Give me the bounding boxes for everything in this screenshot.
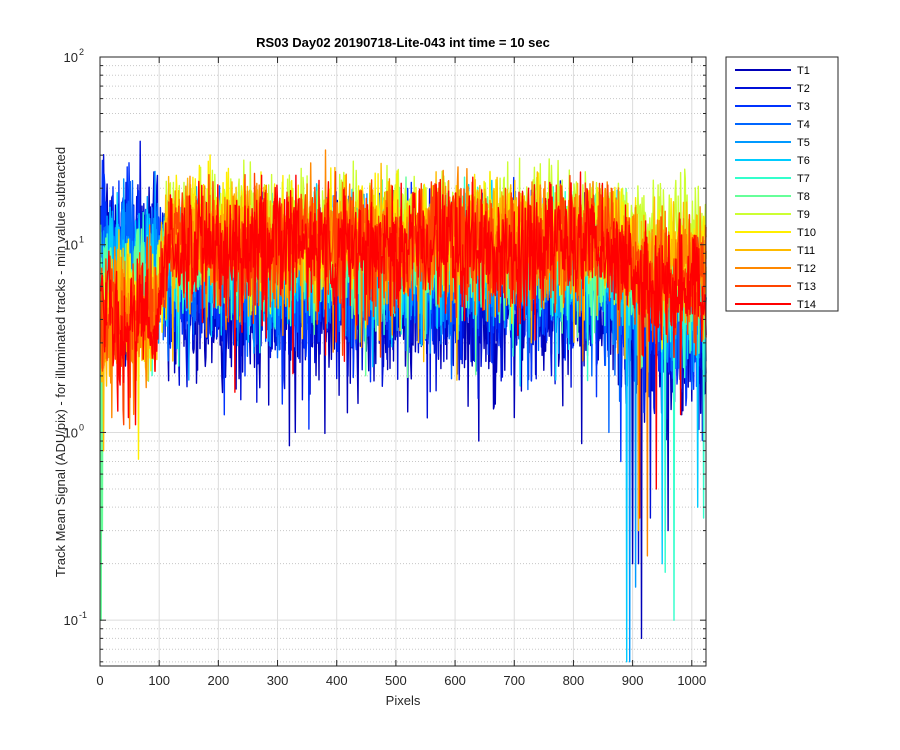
x-tick-label: 200	[208, 673, 230, 688]
y-tick-base: 10	[64, 50, 78, 65]
x-tick-label: 400	[326, 673, 348, 688]
legend-label-t7: T7	[797, 173, 810, 185]
y-tick-label: 10 2	[64, 47, 84, 65]
y-tick-base: 10	[64, 613, 78, 628]
y-tick-exponent: 0	[79, 422, 84, 432]
y-tick-label: 10 1	[64, 235, 84, 253]
x-tick-label: 800	[563, 673, 585, 688]
x-tick-label: 600	[444, 673, 466, 688]
legend-label-t1: T1	[797, 65, 810, 77]
y-tick-base: 10	[64, 425, 78, 440]
series-line-t14	[100, 171, 707, 490]
legend-label-t2: T2	[797, 83, 810, 95]
x-tick-label: 500	[385, 673, 407, 688]
axes-box	[99, 56, 707, 667]
y-tick-exponent: 1	[79, 235, 84, 245]
legend-label-t11: T11	[797, 245, 815, 257]
y-tick-label: 10 -1	[64, 610, 87, 628]
x-tick-label: 700	[503, 673, 525, 688]
legend-label-t5: T5	[797, 137, 810, 149]
legend-label-t6: T6	[797, 155, 810, 167]
y-axis-label: Track Mean Signal (ADU/pix) - for illumi…	[53, 147, 68, 577]
y-tick-label: 10 0	[64, 422, 84, 440]
x-tick-label: 300	[267, 673, 289, 688]
legend-label-t14: T14	[797, 299, 816, 311]
legend-label-t8: T8	[797, 191, 810, 203]
legend-label-t12: T12	[797, 263, 816, 275]
legend: T1 T2 T3 T4 T5 T6 T7 T8 T9 T10 T11 T12 T13 T14	[725, 56, 839, 312]
legend-box	[725, 56, 839, 312]
x-tick-label: 0	[96, 673, 103, 688]
legend-label-t13: T13	[797, 281, 816, 293]
x-tick-label: 1000	[677, 673, 706, 688]
plot-lines	[99, 140, 707, 663]
y-tick-base: 10	[64, 238, 78, 253]
x-tick-label: 900	[622, 673, 644, 688]
y-tick-exponent: -1	[79, 610, 87, 620]
legend-label-t9: T9	[797, 209, 810, 221]
legend-label-t10: T10	[797, 227, 816, 239]
legend-label-t3: T3	[797, 101, 810, 113]
x-tick-label: 100	[148, 673, 170, 688]
chart-title: RS03 Day02 20190718-Lite-043 int time = …	[256, 35, 550, 50]
legend-label-t4: T4	[797, 119, 810, 131]
y-tick-exponent: 2	[79, 47, 84, 57]
x-axis-label: Pixels	[386, 693, 421, 708]
